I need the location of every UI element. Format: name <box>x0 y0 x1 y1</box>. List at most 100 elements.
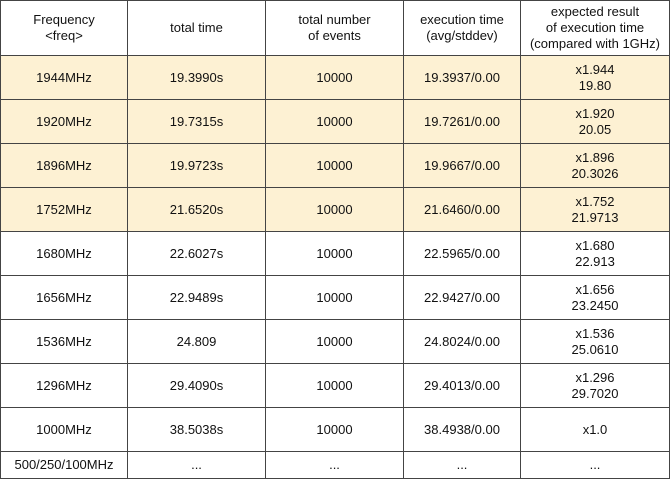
cell-line: 19.9667/0.00 <box>424 157 500 173</box>
table-cell: 38.4938/0.00 <box>403 407 521 452</box>
table-cell: 10000 <box>265 143 404 188</box>
table-cell: 29.4013/0.00 <box>403 363 521 408</box>
cell-line: 23.2450 <box>571 297 619 313</box>
table-cell: 19.7261/0.00 <box>403 99 521 144</box>
table-cell: 22.6027s <box>127 231 266 276</box>
table-cell: 38.5038s <box>127 407 266 452</box>
cell-line: Frequency <box>33 12 95 27</box>
cell-line: 20.3026 <box>571 165 619 181</box>
table-cell: 19.9667/0.00 <box>403 143 521 188</box>
table-cell: 10000 <box>265 363 404 408</box>
table-cell: 1752MHz <box>0 187 128 232</box>
table-cell: x1.752 21.9713 <box>520 187 670 232</box>
table-cell: 1000MHz <box>0 407 128 452</box>
cell-line: 38.5038s <box>169 421 224 437</box>
table-cell: 19.3937/0.00 <box>403 55 521 100</box>
table-cell: 10000 <box>265 99 404 144</box>
table-cell: x1.896 20.3026 <box>520 143 670 188</box>
table-cell: 1920MHz <box>0 99 128 144</box>
table-cell: 1656MHz <box>0 275 128 320</box>
table-cell: x1.656 23.2450 <box>520 275 670 320</box>
cell-line: 1680MHz <box>36 245 92 261</box>
cell-line: 29.7020 <box>571 385 619 401</box>
table-cell: ... <box>403 451 521 479</box>
cell-line: x1.296 <box>575 369 615 385</box>
table-row: 1000MHz 38.5038s 10000 38.4938/0.00 x1.0 <box>0 407 670 452</box>
table-cell: 22.5965/0.00 <box>403 231 521 276</box>
cell-line: 10000 <box>316 421 353 437</box>
table-cell: 10000 <box>265 407 404 452</box>
table-row: 1656MHz 22.9489s 10000 22.9427/0.00 x1.656 23… <box>0 275 670 320</box>
cell-line: 1656MHz <box>36 289 92 305</box>
cell-line: 25.0610 <box>571 341 619 357</box>
cell-line: 1296MHz <box>36 377 92 393</box>
table-row: 1896MHz 19.9723s 10000 19.9667/0.00 x1.896 20… <box>0 143 670 188</box>
table-cell: 10000 <box>265 231 404 276</box>
cell-line: 10000 <box>316 377 353 393</box>
table-cell: ... <box>127 451 266 479</box>
cell-line: 1536MHz <box>36 333 92 349</box>
cell-line: (compared with 1GHz) <box>529 36 661 51</box>
cell-line: ... <box>589 457 601 472</box>
header-cell: Frequency <freq> <box>0 0 128 56</box>
cell-line: total number <box>298 12 371 27</box>
cell-line: 1920MHz <box>36 113 92 129</box>
table-cell: 24.809 <box>127 319 266 364</box>
table-cell: 24.8024/0.00 <box>403 319 521 364</box>
cell-line: 10000 <box>316 289 353 305</box>
cell-line: ... <box>329 457 340 472</box>
cell-line: 19.3990s <box>169 69 224 85</box>
cell-line: of execution time <box>545 20 645 35</box>
table-cell: 22.9489s <box>127 275 266 320</box>
cell-line: 22.913 <box>575 253 615 269</box>
table-cell: 29.4090s <box>127 363 266 408</box>
cell-line: 19.9723s <box>169 157 224 173</box>
table-cell: 1536MHz <box>0 319 128 364</box>
cell-line: x1.680 <box>575 237 615 253</box>
table-cell: 500/250/100MHz <box>0 451 128 479</box>
table-cell: 22.9427/0.00 <box>403 275 521 320</box>
cell-line: 20.05 <box>578 121 612 137</box>
table-cell: x1.920 20.05 <box>520 99 670 144</box>
table-row: 1944MHz 19.3990s 10000 19.3937/0.00 x1.944 19… <box>0 55 670 100</box>
table-cell: 10000 <box>265 55 404 100</box>
table-cell: 19.9723s <box>127 143 266 188</box>
table-cell: x1.680 22.913 <box>520 231 670 276</box>
table-row: 1920MHz 19.7315s 10000 19.7261/0.00 x1.920 20… <box>0 99 670 144</box>
cell-line: x1.656 <box>575 281 615 297</box>
cell-line: 10000 <box>316 245 353 261</box>
table-cell: 10000 <box>265 275 404 320</box>
cell-line: total time <box>170 20 223 35</box>
table-cell: 1944MHz <box>0 55 128 100</box>
table-cell: 21.6520s <box>127 187 266 232</box>
header-cell: total time <box>127 0 266 56</box>
cell-line: ... <box>456 457 468 472</box>
cell-line: 10000 <box>316 201 353 217</box>
table-cell: ... <box>265 451 404 479</box>
cell-line: <freq> <box>45 28 83 43</box>
cell-line: ... <box>191 457 202 472</box>
header-cell: execution time (avg/stddev) <box>403 0 521 56</box>
cell-line: x1.944 <box>575 61 615 77</box>
cell-line: 500/250/100MHz <box>14 457 114 472</box>
table-cell: 19.7315s <box>127 99 266 144</box>
table-cell: ... <box>520 451 670 479</box>
cell-line: 1752MHz <box>36 201 92 217</box>
table-cell: x1.944 19.80 <box>520 55 670 100</box>
cell-line: 1896MHz <box>36 157 92 173</box>
cell-line: x1.920 <box>575 105 615 121</box>
cell-line: execution time <box>420 12 504 27</box>
table-row: 1752MHz 21.6520s 10000 21.6460/0.00 x1.752 21… <box>0 187 670 232</box>
table-cell: x1.0 <box>520 407 670 452</box>
header-row: Frequency <freq> total time total number of … <box>0 0 670 56</box>
cell-line: (avg/stddev) <box>426 28 498 43</box>
cell-line: 19.7315s <box>169 113 224 129</box>
cell-line: of events <box>308 28 361 43</box>
cell-line: 21.6520s <box>169 201 224 217</box>
cell-line: 21.9713 <box>571 209 619 225</box>
cell-line: 22.9489s <box>169 289 224 305</box>
cell-line: 24.809 <box>176 333 217 349</box>
table-cell: 1296MHz <box>0 363 128 408</box>
